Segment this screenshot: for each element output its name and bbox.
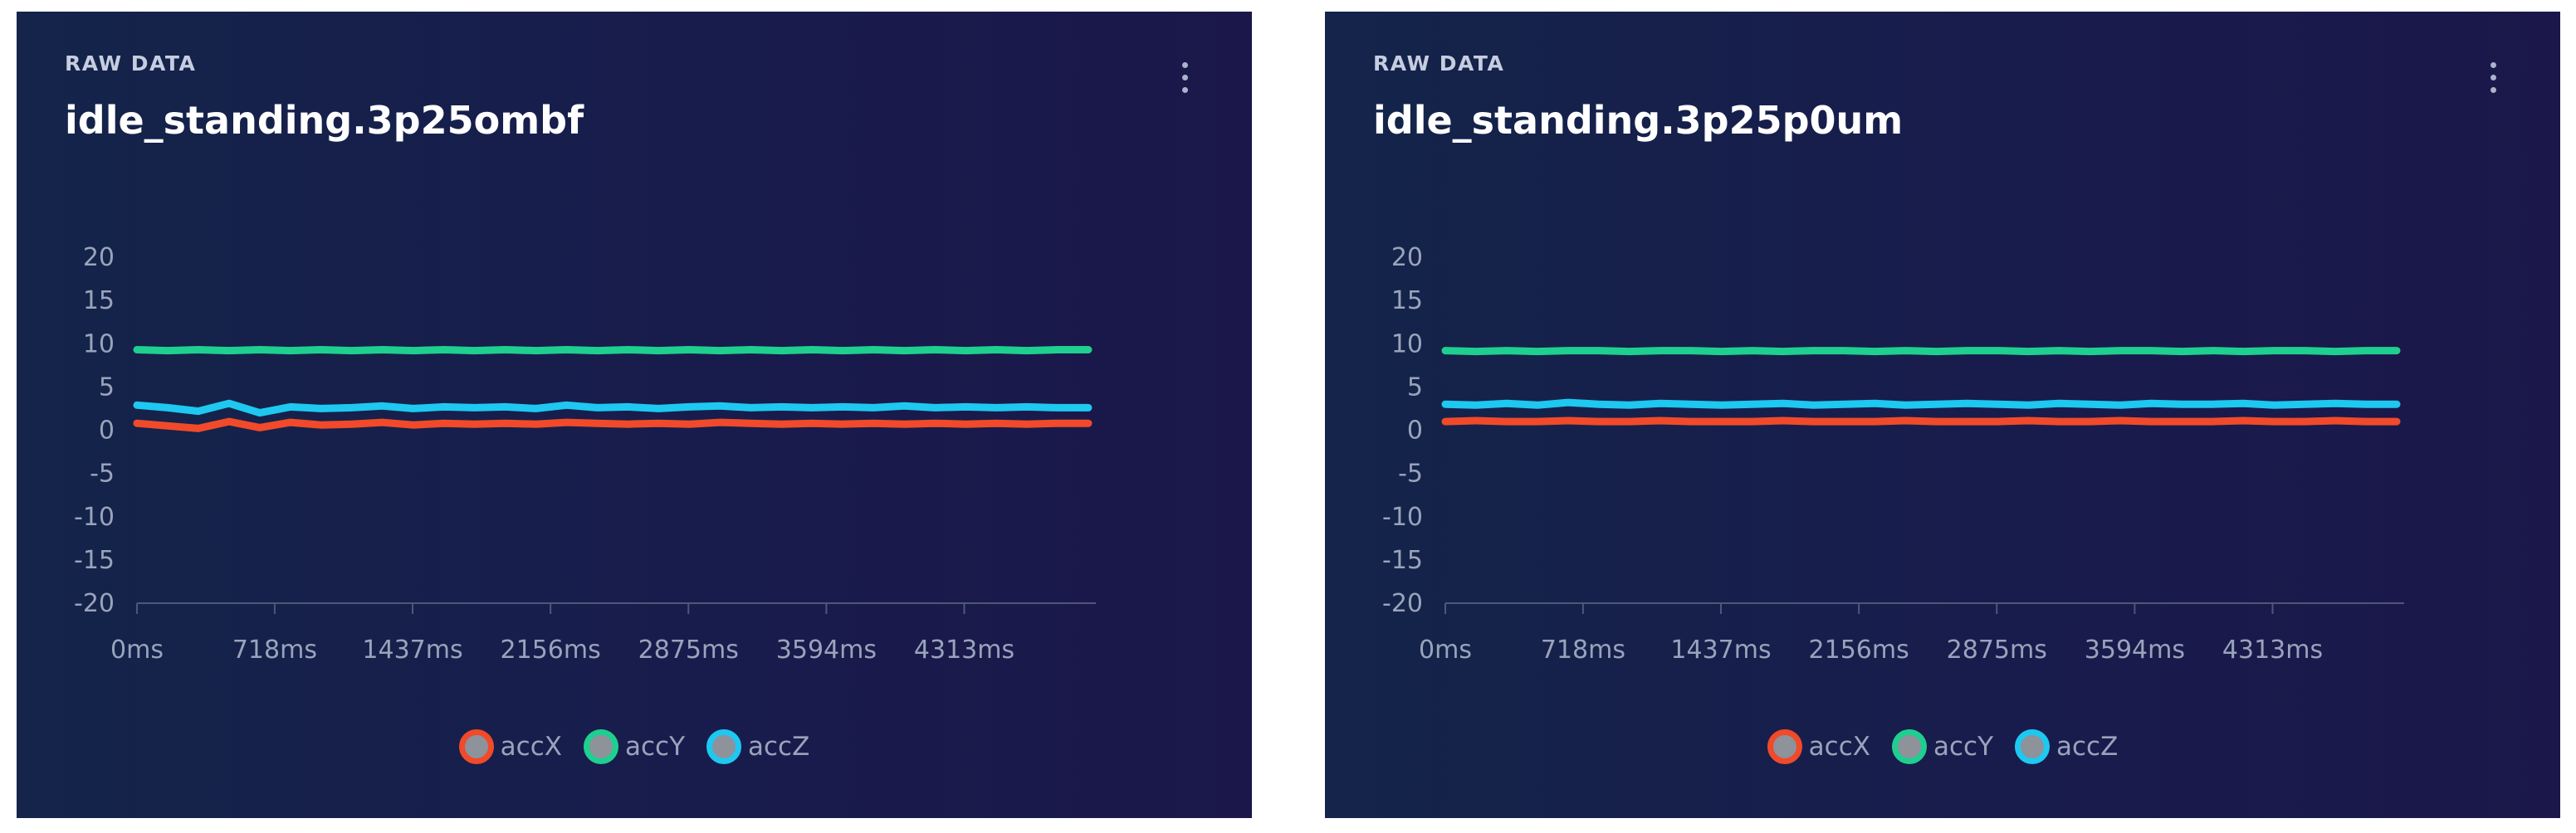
legend-item-accy[interactable]: accY [1891,729,1994,764]
line-chart: 20 15 10 5 0 -5 -10 -15 -20 0ms 718ms 1437ms 2156ms 2… [74,243,1096,665]
y-tick-label: 10 [83,329,115,358]
y-tick-label: 15 [1391,286,1423,315]
series-line-accy [1441,347,2401,356]
x-tick-label: 718ms [232,636,317,665]
raw-data-panel-left: RAW DATA idle_standing.3p25ombf 20 15 10 5 0… [17,12,1252,818]
x-tick-label: 3594ms [776,636,877,665]
series-line-accz [133,399,1092,417]
x-tick-label: 0ms [110,636,164,665]
line-chart: 20 15 10 5 0 -5 -10 -15 -20 0ms 718ms 1437ms 2156ms 2… [1382,243,2404,665]
x-tick-label: 2875ms [1947,636,2047,665]
x-tick-label: 4313ms [2222,636,2323,665]
legend-item-accz[interactable]: accZ [2015,729,2118,764]
legend-item-accz[interactable]: accZ [706,729,809,764]
y-tick-label: -10 [74,503,115,532]
x-tick-label: 1437ms [362,636,462,665]
x-tick-label: 2156ms [501,636,601,665]
y-tick-label: 0 [99,416,115,446]
panel-title: idle_standing.3p25p0um [1373,98,1904,143]
x-tick-label: 2875ms [638,636,739,665]
x-tick-label: 4313ms [914,636,1014,665]
chart-legend: accX accY accZ [1325,722,2560,772]
y-tick-label: 10 [1391,329,1423,358]
x-tick-label: 718ms [1541,636,1625,665]
y-tick-label: 5 [1407,373,1423,402]
legend-item-accy[interactable]: accY [583,729,686,764]
more-options-icon[interactable] [1175,58,1195,98]
series-line-accy [133,346,1092,355]
y-tick-label: 20 [83,243,115,272]
legend-label: accY [624,732,686,762]
y-tick-label: -15 [1382,546,1423,575]
legend-swatch-accx [1767,729,1802,764]
y-tick-label: 15 [83,286,115,315]
legend-item-accx[interactable]: accX [1767,729,1870,764]
legend-swatch-accx [458,729,494,764]
y-tick-label: -5 [1398,460,1423,489]
series-line-accz [1441,398,2401,409]
y-tick-label: 0 [1407,416,1423,446]
y-tick-label: -20 [74,589,115,618]
legend-label: accZ [748,732,810,762]
legend-label: accY [1933,732,1994,762]
panel-title: idle_standing.3p25ombf [65,98,584,143]
chart-legend: accX accY accZ [17,722,1252,772]
y-tick-label: -20 [1382,589,1423,618]
x-tick-label: 3594ms [2085,636,2185,665]
panel-label: RAW DATA [1373,51,1505,76]
legend-swatch-accy [583,729,618,764]
x-tick-label: 1437ms [1670,636,1771,665]
panel-label: RAW DATA [65,51,197,76]
x-tick-label: 0ms [1419,636,1472,665]
legend-label: accZ [2056,732,2119,762]
legend-label: accX [500,732,562,762]
y-tick-label: 5 [99,373,115,402]
legend-item-accx[interactable]: accX [458,729,562,764]
legend-label: accX [1808,732,1870,762]
legend-swatch-accy [1891,729,1927,764]
legend-swatch-accz [2015,729,2051,764]
y-tick-label: -5 [90,460,115,489]
raw-data-panel-right: RAW DATA idle_standing.3p25p0um 20 15 10 5 0… [1325,12,2560,818]
series-line-accx [133,417,1092,432]
x-tick-label: 2156ms [1809,636,1909,665]
y-tick-label: 20 [1391,243,1423,272]
legend-swatch-accz [706,729,742,764]
y-tick-label: -10 [1382,503,1423,532]
more-options-icon[interactable] [2483,58,2503,98]
y-tick-label: -15 [74,546,115,575]
